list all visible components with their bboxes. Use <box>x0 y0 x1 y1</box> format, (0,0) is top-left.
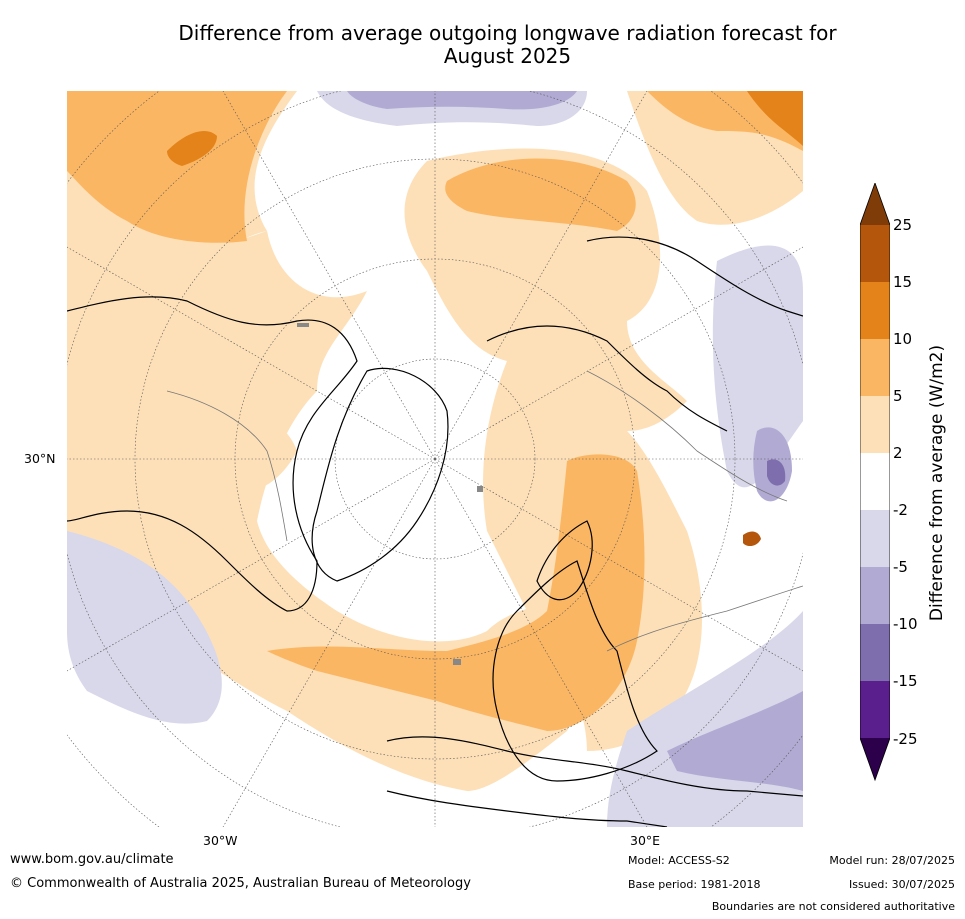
colorbar-tick-m5: -5 <box>893 558 908 576</box>
colorbar-tick-5: 5 <box>893 387 903 405</box>
colorbar-seg-10-15 <box>860 282 890 339</box>
meridian-30w <box>222 458 436 827</box>
meridian-30e <box>434 458 648 827</box>
coastline-north-america <box>67 296 358 612</box>
lon-label-30e: 30°E <box>630 833 661 848</box>
footer-model-run: Model run: 28/07/2025 <box>829 854 955 867</box>
meridian-120e <box>434 246 803 460</box>
colorbar-tick-10: 10 <box>893 330 913 348</box>
footer-url[interactable]: www.bom.gov.au/climate <box>10 852 174 867</box>
colorbar-top-arrow <box>860 183 890 225</box>
colorbar-label: Difference from average (W/m2) <box>927 344 947 622</box>
colorbar-seg-m25-m15 <box>860 681 890 738</box>
boundary-north-america <box>166 390 288 542</box>
meridian-150e <box>434 91 648 460</box>
ice-patch-2 <box>477 486 483 492</box>
chart-title: Difference from average outgoing longwav… <box>60 22 955 68</box>
shade-p15-spot <box>743 531 761 547</box>
meridian-120w <box>67 246 436 460</box>
shade-p10-west <box>167 131 217 166</box>
colorbar-seg-2-5 <box>860 396 890 453</box>
colorbar <box>860 183 890 782</box>
shade-m5-southeast <box>667 691 803 791</box>
map-svg <box>67 91 803 827</box>
ice-patch-1 <box>297 323 309 327</box>
country-boundaries <box>166 370 803 652</box>
footer-model: Model: ACCESS-S2 <box>628 854 730 867</box>
meridian-150w <box>222 91 436 460</box>
coastline-scandinavia <box>536 520 593 601</box>
colorbar-seg-m5-m2 <box>860 510 890 567</box>
colorbar-seg-5-10 <box>860 339 890 396</box>
meridian-60w <box>67 458 436 672</box>
footer-disclaimer: Boundaries are not considered authoritat… <box>711 900 955 913</box>
colorbar-tick-2: 2 <box>893 444 903 462</box>
coastline-east-asia <box>586 236 803 317</box>
colorbar-tick-m15: -15 <box>893 672 918 690</box>
coastline-europe <box>492 560 658 782</box>
colorbar-tick-m25: -25 <box>893 730 918 748</box>
colorbar-tick-25: 25 <box>893 216 913 234</box>
colorbar-seg-m10-m5 <box>860 567 890 624</box>
colorbar-seg-m15-m10 <box>860 624 890 681</box>
colorbar-tick-m2: -2 <box>893 501 908 519</box>
coastline-africa <box>386 790 668 827</box>
shade-m2-east <box>712 245 803 488</box>
title-line-1: Difference from average outgoing longwav… <box>178 21 837 45</box>
coastline-siberia <box>486 325 728 432</box>
colorbar-seg-15-25 <box>860 225 890 282</box>
map-panel <box>67 91 803 827</box>
colorbar-seg-neutral <box>860 453 890 510</box>
shade-p5-asia-north <box>445 158 636 231</box>
colorbar-tick-15: 15 <box>893 273 913 291</box>
colorbar-tick-m10: -10 <box>893 615 918 633</box>
footer-base-period: Base period: 1981-2018 <box>628 878 761 891</box>
colorbar-bottom-arrow <box>860 738 890 780</box>
coastline-mediterranean <box>386 736 803 797</box>
boundary-russia <box>586 370 788 502</box>
coastlines <box>67 236 803 827</box>
title-line-2: August 2025 <box>443 44 572 68</box>
graticule <box>67 91 803 827</box>
ice-patch-3 <box>453 659 461 665</box>
colorbar-outline <box>860 183 890 782</box>
shade-p5-west <box>67 91 287 243</box>
coastline-greenland <box>311 367 449 582</box>
meridian-60e <box>434 458 803 672</box>
boundary-eurasia <box>606 585 803 652</box>
latitude-circle-50 <box>134 158 736 760</box>
footer-copyright: © Commonwealth of Australia 2025, Austra… <box>10 876 471 891</box>
anomaly-shading <box>67 91 803 827</box>
lat-label-30n: 30°N <box>24 451 56 466</box>
shade-p5-europe <box>267 454 645 731</box>
latitude-circle-70 <box>334 358 536 560</box>
shade-m5-north <box>347 91 577 110</box>
shade-p10-ne <box>747 91 803 146</box>
shade-m10-east <box>767 459 786 486</box>
footer-issued: Issued: 30/07/2025 <box>848 878 955 891</box>
lon-label-30w: 30°W <box>203 833 238 848</box>
shade-m2-southwest <box>67 531 222 724</box>
sea-ice <box>297 323 483 665</box>
